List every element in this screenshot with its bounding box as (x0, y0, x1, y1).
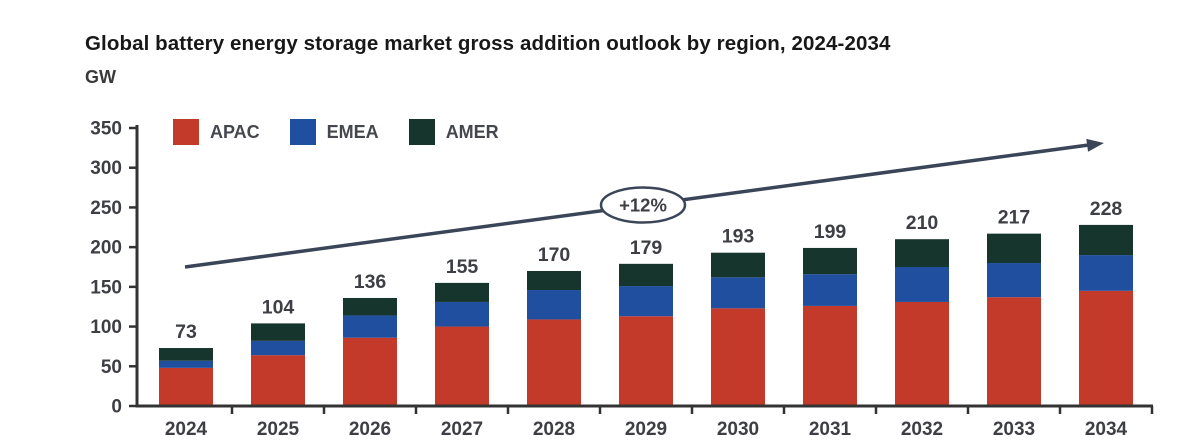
bar-2029-emea (619, 286, 673, 317)
x-tick-label-2032: 2032 (901, 419, 943, 440)
bar-2032-amer (895, 239, 949, 267)
y-tick-label-300: 300 (90, 158, 122, 179)
total-label-2029: 179 (630, 237, 663, 259)
legend: APAC EMEA AMER (173, 119, 499, 145)
total-label-2031: 199 (814, 221, 847, 243)
growth-annotation-ellipse (599, 186, 687, 224)
bar-2025-apac (251, 355, 305, 406)
legend-label-apac: APAC (210, 121, 260, 142)
bar-2034-apac (1079, 290, 1133, 406)
bar-2027-amer (435, 282, 489, 302)
legend-item-emea: EMEA (289, 119, 379, 145)
bar-2024-amer (159, 348, 213, 361)
total-label-2032: 210 (906, 212, 939, 234)
total-label-2033: 217 (998, 207, 1031, 229)
legend-swatch-amer (408, 119, 435, 145)
bar-2032-apac (895, 301, 949, 406)
bar-2029-apac (619, 316, 673, 406)
bar-2030-emea (711, 277, 765, 309)
x-tick-label-2028: 2028 (533, 419, 575, 440)
growth-arrow-head (1086, 138, 1104, 152)
legend-item-apac: APAC (173, 119, 260, 145)
bar-2031-apac (803, 305, 857, 406)
y-tick-label-250: 250 (90, 198, 122, 219)
unit-label: GW (85, 67, 116, 87)
x-tick-label-2027: 2027 (441, 419, 483, 440)
y-tick-label-150: 150 (90, 277, 122, 298)
x-tick-label-2031: 2031 (809, 419, 852, 440)
legend-swatch-apac (173, 119, 199, 145)
bar-2033-amer (987, 233, 1041, 264)
bar-2026-apac (343, 337, 397, 406)
total-label-2030: 193 (722, 226, 755, 248)
bar-2025-amer (251, 323, 305, 341)
y-tick-label-200: 200 (90, 238, 122, 259)
legend-label-emea: EMEA (326, 121, 379, 142)
y-tick-label-350: 350 (90, 119, 122, 140)
x-tick-label-2029: 2029 (625, 419, 667, 440)
bar-2032-emea (895, 267, 949, 302)
bar-2026-amer (343, 297, 397, 316)
y-tick-label-100: 100 (90, 317, 122, 338)
total-label-2024: 73 (175, 321, 197, 343)
bar-2034-amer (1079, 224, 1133, 256)
bar-2028-emea (527, 290, 581, 320)
bar-2025-emea (251, 340, 305, 356)
total-label-2025: 104 (262, 296, 295, 318)
y-tick-label-50: 50 (101, 357, 122, 378)
growth-annotation-label: +12% (619, 195, 667, 216)
x-tick-label-2025: 2025 (257, 419, 300, 440)
bar-2033-apac (987, 297, 1041, 406)
bar-2029-amer (619, 263, 673, 287)
total-label-2028: 170 (538, 244, 571, 266)
x-tick-label-2026: 2026 (349, 419, 391, 440)
x-tick-label-2024: 2024 (165, 419, 208, 440)
total-label-2026: 136 (354, 271, 387, 293)
x-tick-label-2030: 2030 (717, 419, 759, 440)
bar-2033-emea (987, 263, 1041, 298)
x-tick-label-2034: 2034 (1085, 419, 1128, 440)
bar-2026-emea (343, 315, 397, 338)
x-tick-label-2033: 2033 (993, 419, 1035, 440)
chart-title: Global battery energy storage market gro… (85, 32, 891, 55)
bar-2024-apac (159, 367, 213, 406)
bar-2031-amer (803, 247, 857, 275)
bar-2024-emea (159, 360, 213, 368)
legend-label-amer: AMER (445, 121, 499, 142)
bar-2028-apac (527, 319, 581, 406)
bar-2030-amer (711, 252, 765, 278)
bar-2027-apac (435, 326, 489, 406)
bar-2027-emea (435, 301, 489, 327)
y-tick-label-0: 0 (111, 397, 122, 418)
bar-2028-amer (527, 270, 581, 291)
total-label-2027: 155 (446, 256, 479, 278)
bar-2031-emea (803, 274, 857, 306)
bar-2030-apac (711, 308, 765, 406)
total-label-2034: 228 (1090, 198, 1123, 220)
bar-2034-emea (1079, 255, 1133, 291)
legend-item-amer: AMER (408, 119, 499, 145)
legend-swatch-emea (289, 119, 316, 145)
